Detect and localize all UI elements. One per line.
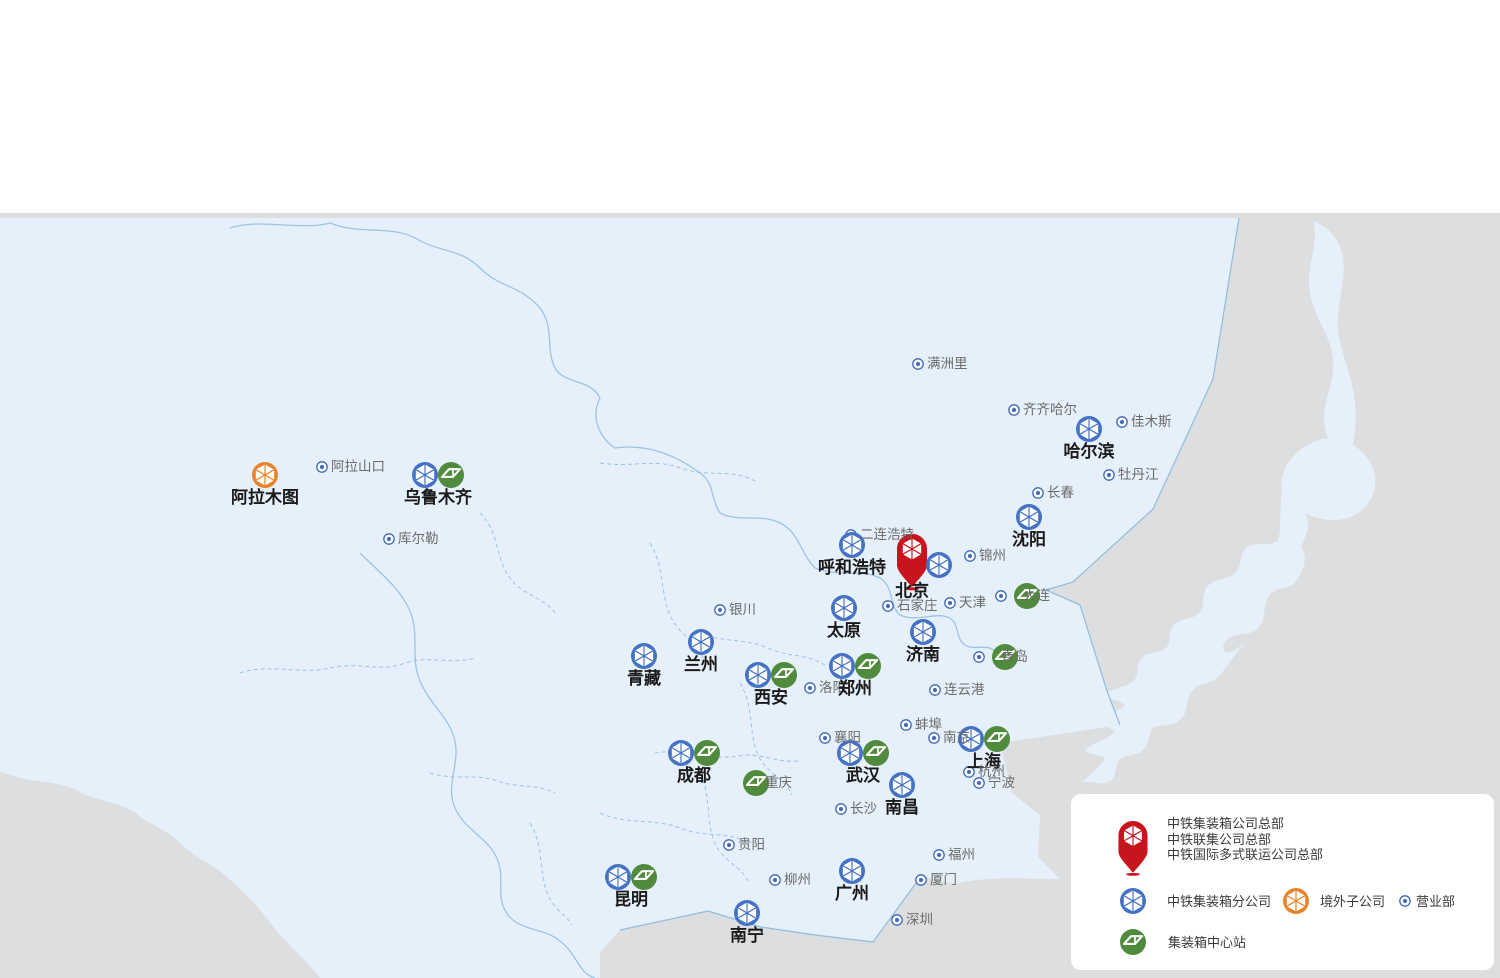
svg-text:济南: 济南: [906, 644, 940, 664]
svg-text:阿拉山口: 阿拉山口: [331, 459, 385, 474]
svg-text:兰州: 兰州: [684, 654, 718, 674]
svg-text:中铁国际多式联运公司总部: 中铁国际多式联运公司总部: [1167, 847, 1323, 862]
svg-text:郑州: 郑州: [838, 678, 872, 698]
svg-text:牡丹江: 牡丹江: [1118, 467, 1159, 482]
svg-text:重庆: 重庆: [765, 775, 792, 790]
svg-text:天津: 天津: [959, 595, 986, 610]
svg-text:沈阳: 沈阳: [1012, 529, 1046, 549]
svg-text:青藏: 青藏: [627, 668, 661, 688]
svg-text:深圳: 深圳: [906, 912, 933, 927]
svg-text:乌鲁木齐: 乌鲁木齐: [404, 487, 473, 507]
svg-text:银川: 银川: [729, 602, 756, 617]
svg-text:哈尔滨: 哈尔滨: [1064, 441, 1115, 461]
svg-text:大连: 大连: [1023, 588, 1051, 603]
svg-text:南京: 南京: [943, 730, 970, 745]
svg-text:石家庄: 石家庄: [897, 597, 938, 613]
svg-text:中铁联集公司总部: 中铁联集公司总部: [1167, 832, 1271, 847]
svg-text:集装箱中心站: 集装箱中心站: [1168, 935, 1246, 950]
svg-text:库尔勒: 库尔勒: [398, 531, 439, 546]
svg-text:齐齐哈尔: 齐齐哈尔: [1023, 402, 1077, 417]
svg-text:柳州: 柳州: [784, 872, 811, 887]
svg-text:厦门: 厦门: [930, 872, 957, 887]
svg-text:宁波: 宁波: [988, 774, 1016, 790]
svg-text:佳木斯: 佳木斯: [1131, 414, 1172, 429]
svg-text:太原: 太原: [827, 620, 861, 640]
svg-text:南宁: 南宁: [730, 925, 764, 945]
svg-text:阿拉木图: 阿拉木图: [231, 487, 299, 507]
svg-text:长沙: 长沙: [850, 801, 877, 816]
svg-text:襄阳: 襄阳: [834, 730, 861, 745]
svg-text:昆明: 昆明: [614, 890, 648, 909]
svg-text:呼和浩特: 呼和浩特: [818, 557, 886, 577]
svg-text:二连浩特: 二连浩特: [860, 527, 914, 542]
svg-text:贵阳: 贵阳: [738, 837, 765, 852]
svg-text:境外子公司: 境外子公司: [1320, 894, 1385, 909]
svg-text:武汉: 武汉: [846, 765, 881, 785]
svg-text:蚌埠: 蚌埠: [915, 717, 942, 732]
svg-text:广州: 广州: [835, 883, 869, 903]
svg-text:锦州: 锦州: [979, 548, 1006, 563]
svg-text:成都: 成都: [677, 765, 711, 785]
svg-text:西安: 西安: [754, 687, 788, 707]
svg-text:连云港: 连云港: [944, 682, 985, 697]
svg-text:福州: 福州: [948, 847, 975, 862]
svg-text:长春: 长春: [1047, 485, 1075, 500]
svg-text:青岛: 青岛: [1001, 649, 1028, 664]
svg-text:南昌: 南昌: [885, 797, 919, 817]
svg-text:中铁集装箱公司总部: 中铁集装箱公司总部: [1167, 816, 1284, 831]
svg-text:中铁集装箱分公司: 中铁集装箱分公司: [1167, 894, 1271, 909]
svg-text:满洲里: 满洲里: [927, 356, 968, 371]
svg-text:营业部: 营业部: [1416, 894, 1455, 909]
